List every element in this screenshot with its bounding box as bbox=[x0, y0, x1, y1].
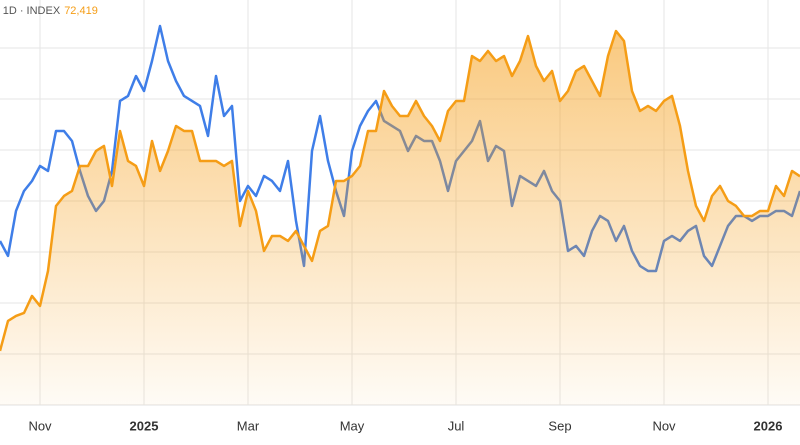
header-value: 72,419 bbox=[64, 5, 98, 17]
x-tick-label: Sep bbox=[548, 418, 571, 433]
x-tick-label: Mar bbox=[237, 418, 260, 433]
header: · 1D · INDEX 72,419 bbox=[0, 5, 98, 17]
area bbox=[0, 31, 800, 405]
x-tick-label: Nov bbox=[28, 418, 52, 433]
x-tick-label: May bbox=[340, 418, 365, 433]
header-text: · 1D · INDEX bbox=[0, 5, 61, 17]
x-tick-label: Jul bbox=[448, 418, 465, 433]
x-tick-label: Nov bbox=[652, 418, 676, 433]
x-tick-label: 2026 bbox=[754, 418, 783, 433]
x-tick-label: 2025 bbox=[130, 418, 159, 433]
line bbox=[0, 29, 800, 352]
